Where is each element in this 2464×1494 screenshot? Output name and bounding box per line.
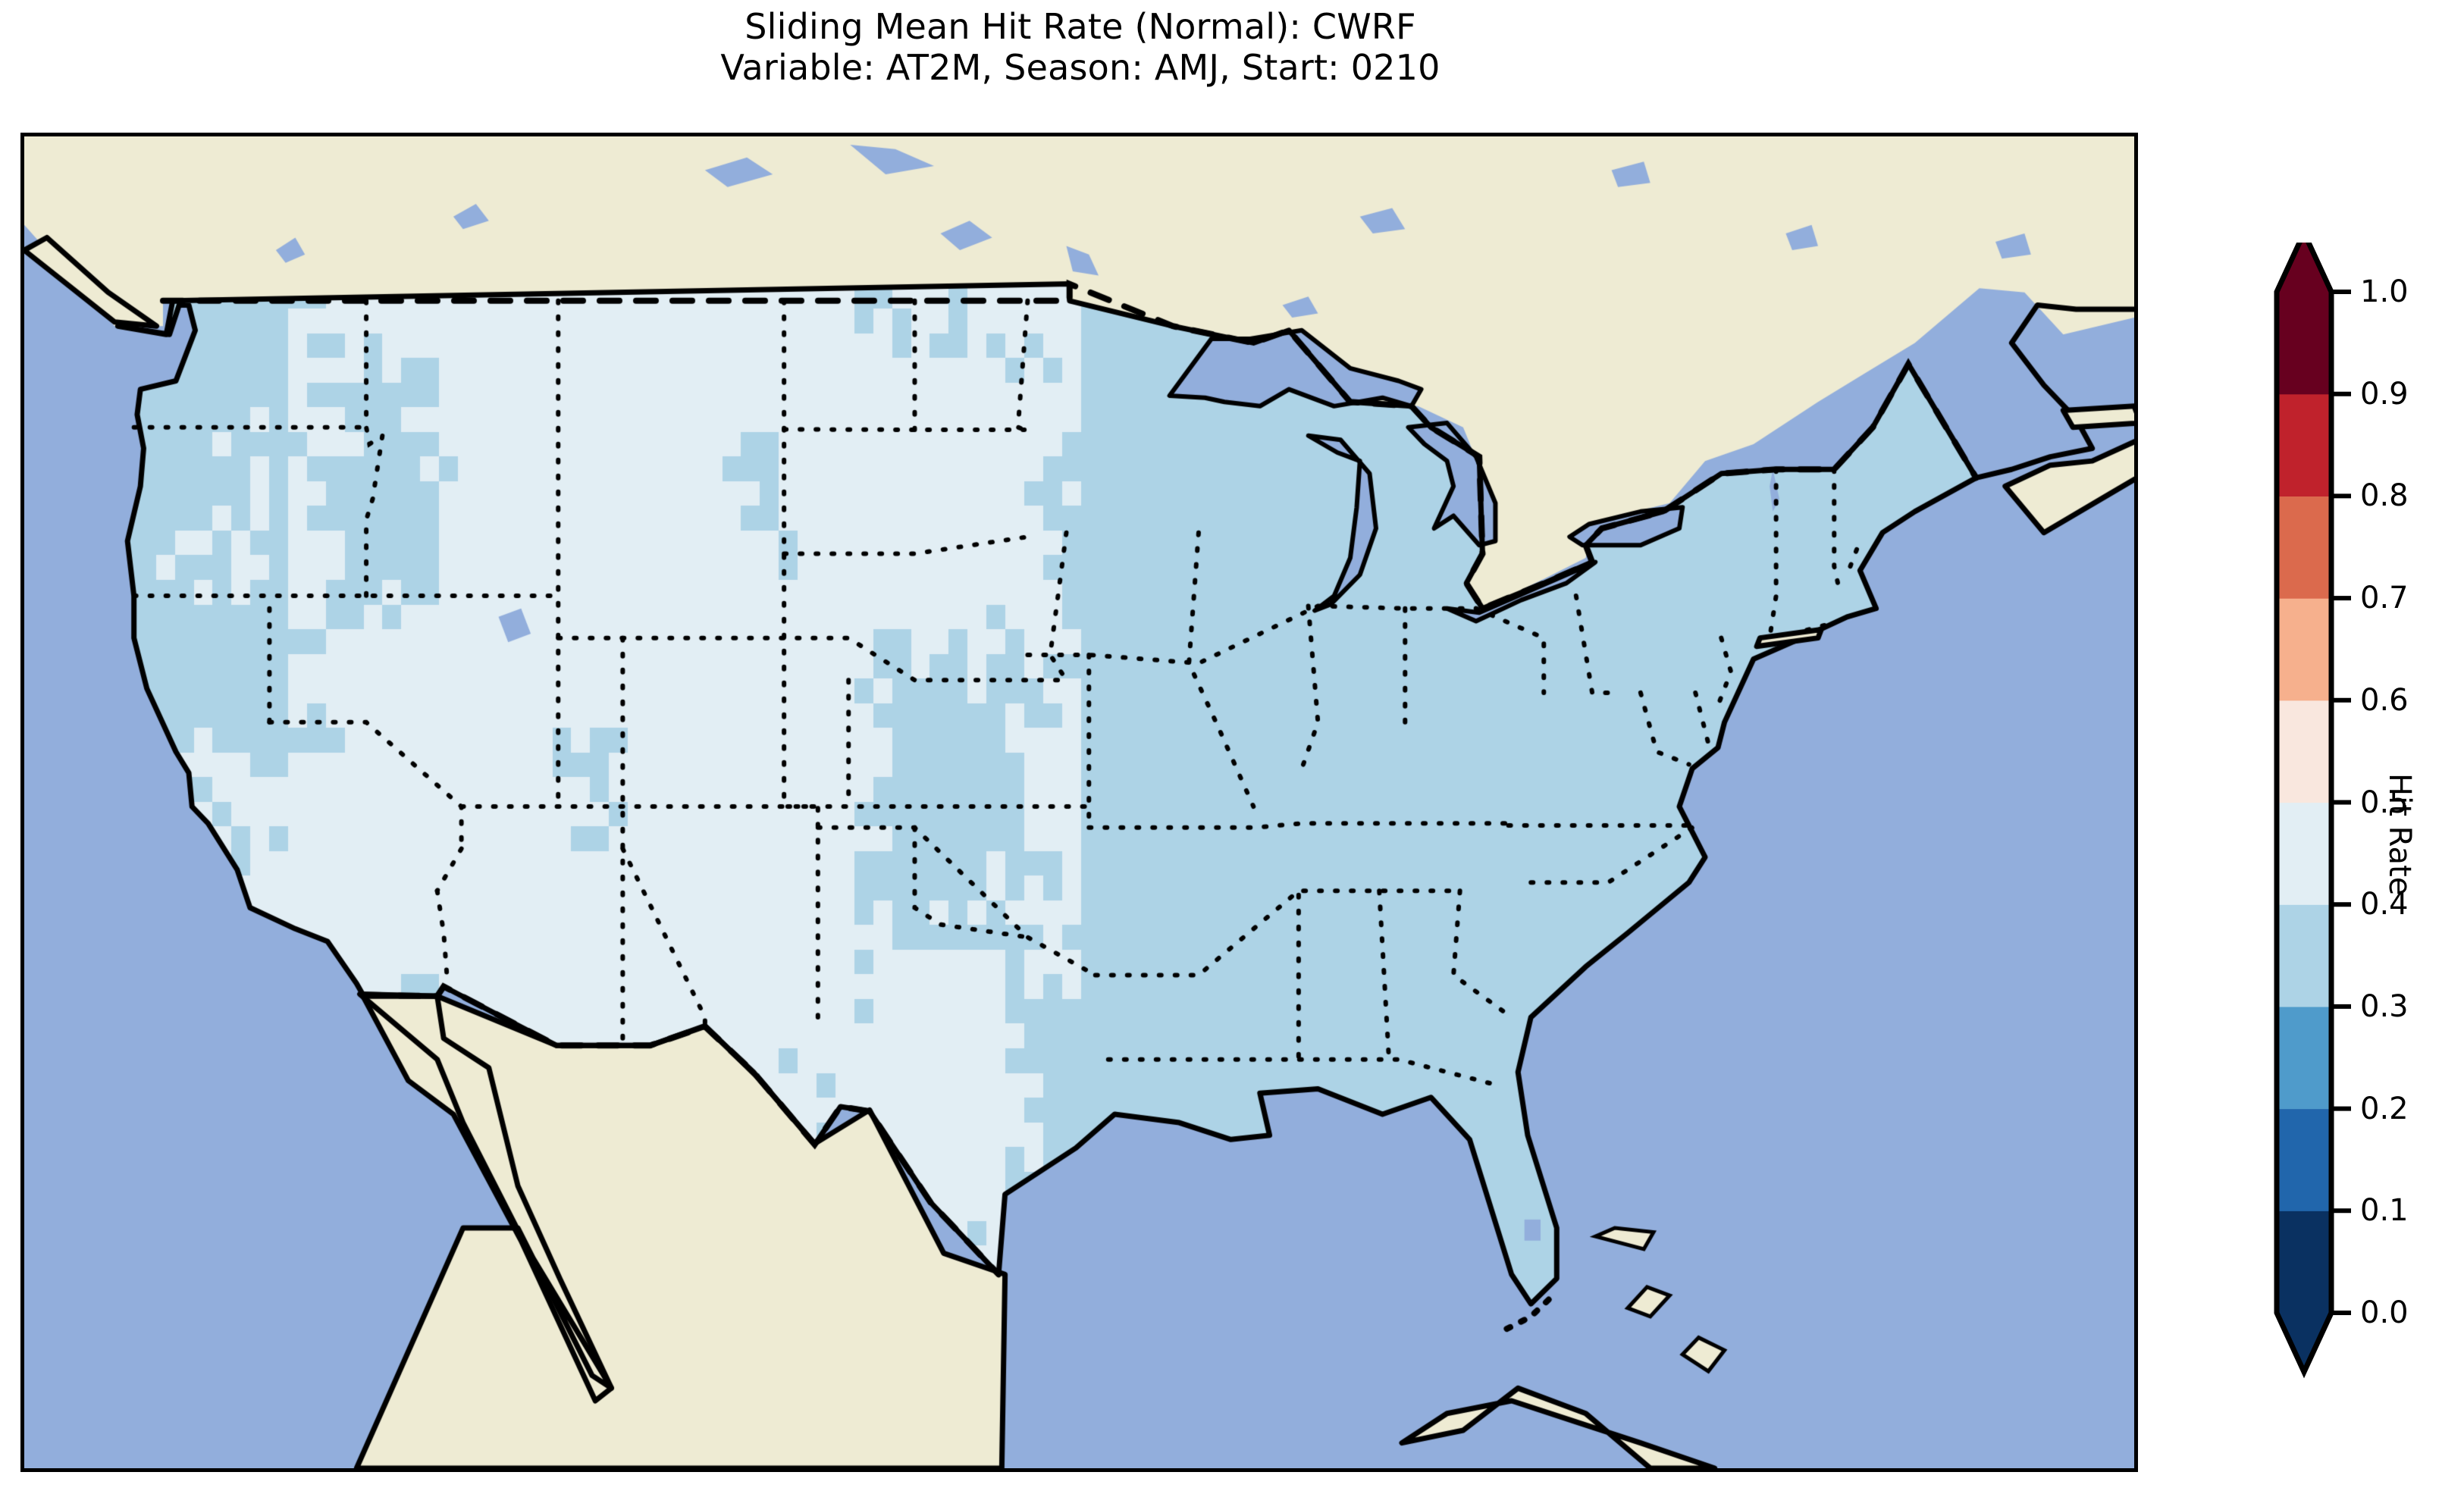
- colorbar-tick-label-0.0: 0.0: [2360, 1295, 2409, 1330]
- colorbar-under-arrow: [2277, 1313, 2331, 1372]
- colorbar-band-0.4-0.5: [2277, 802, 2331, 905]
- hit-rate-heatmap-canvas: [24, 136, 2134, 1468]
- colorbar-band-0.3-0.4: [2277, 904, 2331, 1007]
- colorbar-swatches: [2274, 243, 2351, 1379]
- colorbar-tick-label-0.7: 0.7: [2360, 581, 2409, 616]
- colorbar-band-0.7-0.8: [2277, 496, 2331, 599]
- colorbar-band-0.8-0.9: [2277, 393, 2331, 496]
- colorbar-tick-label-0.6: 0.6: [2360, 682, 2409, 718]
- colorbar-band-0.5-0.6: [2277, 700, 2331, 803]
- colorbar-tick-label-0.2: 0.2: [2360, 1091, 2409, 1126]
- colorbar-tick-label-0.9: 0.9: [2360, 376, 2409, 412]
- colorbar-axis-label: Hit Rate: [2382, 773, 2417, 896]
- title-line-2: Variable: AT2M, Season: AMJ, Start: 0210: [720, 47, 1440, 89]
- colorbar-tick-label-0.1: 0.1: [2360, 1193, 2409, 1229]
- colorbar-tick-label-0.8: 0.8: [2360, 478, 2409, 514]
- colorbar-band-0.6-0.7: [2277, 598, 2331, 701]
- colorbar-tick-label-0.5: 0.5: [2360, 785, 2409, 820]
- colorbar-band-0.1-0.2: [2277, 1108, 2331, 1211]
- colorbar-band-0.2-0.3: [2277, 1006, 2331, 1110]
- colorbar-tick-label-1.0: 1.0: [2360, 274, 2409, 309]
- title-line-1: Sliding Mean Hit Rate (Normal): CWRF: [745, 6, 1416, 47]
- colorbar-tick-label-0.4: 0.4: [2360, 887, 2409, 922]
- colorbar-band-0.0-0.1: [2277, 1211, 2331, 1314]
- colorbar-over-arrow: [2277, 243, 2331, 292]
- map-plot-area: [20, 133, 2138, 1472]
- colorbar-band-0.9-1.0: [2277, 292, 2331, 395]
- page-title: Sliding Mean Hit Rate (Normal): CWRF Var…: [0, 6, 2161, 89]
- colorbar-tick-label-0.3: 0.3: [2360, 988, 2409, 1024]
- colorbar: 0.0 0.1 0.2 0.3 0.4 0.5 0.6 0.7 0.8 0.9 1.0 Hit Ra…: [2271, 243, 2460, 1380]
